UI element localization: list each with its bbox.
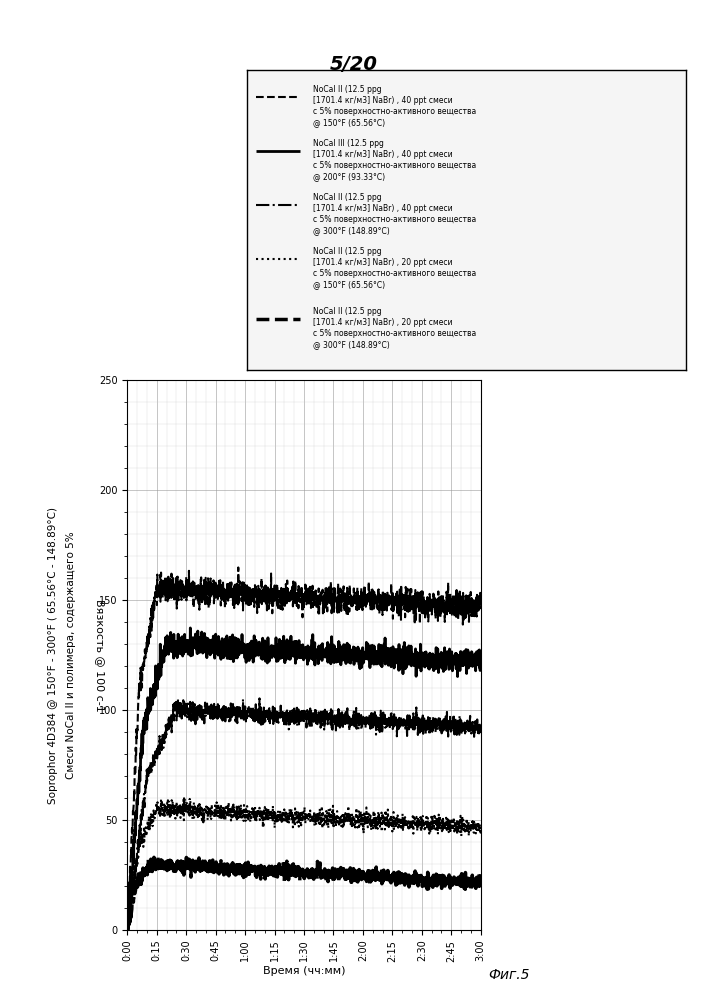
Text: 5/20: 5/20 bbox=[329, 55, 378, 75]
Text: NoCal II (12.5 ppg
[1701.4 кг/м3] NaBr) , 20 ppt смеси
с 5% поверхностно-активно: NoCal II (12.5 ppg [1701.4 кг/м3] NaBr) … bbox=[313, 307, 477, 349]
X-axis label: Время (чч:мм): Время (чч:мм) bbox=[263, 966, 345, 976]
Text: Фиг.5: Фиг.5 bbox=[489, 968, 530, 982]
Text: Soprophor 4D384 @ 150°F - 300°F ( 65.56°C - 148.89°C): Soprophor 4D384 @ 150°F - 300°F ( 65.56°… bbox=[48, 506, 58, 804]
Text: NoCal II (12.5 ppg
[1701.4 кг/м3] NaBr) , 40 ppt смеси
с 5% поверхностно-активно: NoCal II (12.5 ppg [1701.4 кг/м3] NaBr) … bbox=[313, 85, 477, 127]
Text: Смеси NoCal II и полимера, содержащего 5%: Смеси NoCal II и полимера, содержащего 5… bbox=[66, 531, 76, 779]
Y-axis label: Вязкость @ 100 с-1: Вязкость @ 100 с-1 bbox=[95, 599, 105, 711]
Text: NoCal II (12.5 ppg
[1701.4 кг/м3] NaBr) , 40 ppt смеси
с 5% поверхностно-активно: NoCal II (12.5 ppg [1701.4 кг/м3] NaBr) … bbox=[313, 193, 477, 235]
Text: NoCal III (12.5 ppg
[1701.4 кг/м3] NaBr) , 40 ppt смеси
с 5% поверхностно-активн: NoCal III (12.5 ppg [1701.4 кг/м3] NaBr)… bbox=[313, 139, 477, 181]
Text: NoCal II (12.5 ppg
[1701.4 кг/м3] NaBr) , 20 ppt смеси
с 5% поверхностно-активно: NoCal II (12.5 ppg [1701.4 кг/м3] NaBr) … bbox=[313, 247, 477, 289]
